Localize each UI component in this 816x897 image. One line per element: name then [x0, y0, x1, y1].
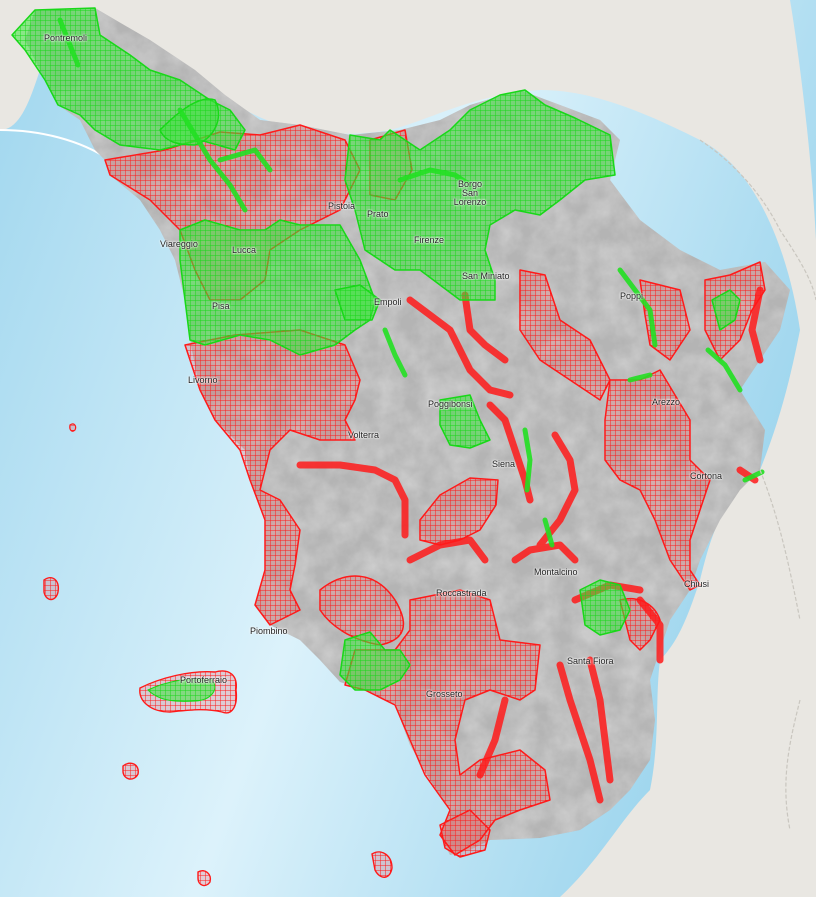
red-zone-metalline: [319, 575, 405, 646]
green-corridor-arno-casentino: [617, 267, 658, 348]
red-corridors: [296, 286, 764, 804]
red-zone-val-d-arbia: [419, 477, 499, 546]
green-corridor-serchio: [177, 107, 248, 213]
green-zone-mugello: [344, 89, 616, 301]
red-zone-argentario: [439, 809, 491, 858]
corridor-pesa: [461, 291, 509, 364]
red-zone-valdichiana: [604, 369, 711, 591]
green-zones: [11, 7, 741, 691]
corridor-elsa: [406, 296, 514, 399]
red-zones: [104, 124, 766, 858]
corridor-merse: [406, 536, 489, 564]
green-zone-pisa-plain: [179, 219, 376, 356]
elba-green-zone: [147, 678, 216, 702]
green-zone-montalbano: [334, 284, 381, 321]
green-corridor-merse: [542, 517, 555, 548]
green-zone-poggibonsi: [439, 394, 491, 449]
green-corridor-siena: [522, 427, 533, 493]
corridor-bruna: [476, 696, 509, 779]
corridor-orcia: [511, 541, 579, 564]
corridor-ombrone: [536, 431, 579, 549]
corridor-albegna: [586, 656, 614, 784]
region-border: [699, 139, 816, 831]
corridor-fiora: [556, 661, 604, 804]
corridor-tiber: [748, 286, 764, 364]
green-corridor-sieve: [397, 167, 473, 188]
green-corridors: [57, 17, 765, 548]
red-zone-chianti: [519, 269, 611, 401]
green-zone-metalline: [339, 631, 411, 691]
corridor-cecina: [296, 461, 409, 539]
green-corridor-pontremoli: [57, 17, 81, 68]
green-corridor-pieve: [705, 347, 743, 393]
corridor-paglia: [636, 596, 664, 664]
islands: [43, 423, 393, 887]
green-zone-amiata: [579, 579, 631, 636]
gorgona-island: [69, 423, 77, 432]
green-corridor-east: [742, 469, 765, 483]
red-zone-coast-west: [184, 329, 361, 626]
green-zone-casentino: [711, 289, 741, 331]
green-corridor-chiana: [627, 372, 653, 383]
giglio-island: [371, 851, 393, 878]
green-corridor-era: [382, 327, 408, 378]
green-corridor-lima: [217, 147, 273, 173]
montecristo-island: [197, 870, 212, 887]
capraia-island: [43, 576, 59, 601]
pianosa-island: [122, 762, 139, 780]
